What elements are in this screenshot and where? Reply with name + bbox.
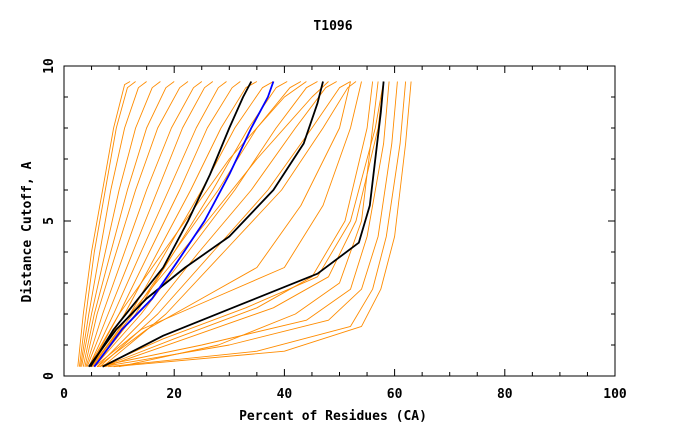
x-axis-title: Percent of Residues (CA) [239,409,427,424]
series-line-20 [96,81,351,368]
chart-title: T1096 [313,19,352,34]
series-line-13 [91,81,302,367]
highlight-line-0 [89,81,253,368]
series-line-12 [93,81,288,367]
x-tick-label: 80 [497,387,513,402]
series-line-3 [81,81,161,367]
y-axis-title: Distance Cutoff, A [20,161,35,302]
x-tick-label: 0 [60,387,68,402]
series-line-25 [102,81,398,368]
series-line-4 [82,81,175,367]
y-tick-label: 5 [42,217,57,225]
series-line-18 [88,81,307,367]
x-tick-label: 40 [277,387,293,402]
x-tick-label: 20 [166,387,182,402]
series-line-19 [91,81,329,367]
series-line-17 [102,81,357,368]
series-line-28 [119,81,379,368]
reference-line [93,81,275,368]
series-line-10 [91,81,258,367]
series-line-2 [80,81,147,367]
highlight-line-1 [88,81,324,368]
series-line-7 [86,81,214,367]
series-line-26 [108,81,407,368]
series-line-8 [88,81,227,367]
series-line-16 [99,81,351,368]
x-tick-label: 100 [603,387,627,402]
series-line-24 [97,81,390,368]
series-line-6 [85,81,203,367]
series-line-21 [94,81,362,368]
y-tick-label: 10 [42,58,57,74]
series-line-29 [99,81,385,368]
x-tick-label: 60 [387,387,403,402]
series-line-0 [77,81,131,367]
series-layer [77,81,412,368]
y-tick-label: 0 [42,372,57,380]
series-line-15 [96,81,337,368]
tick-layer: 0 20 40 60 80 100 0 5 10 [42,58,627,402]
series-line-5 [84,81,189,367]
series-line-27 [113,81,412,368]
highlight-line-2 [102,81,385,368]
series-line-1 [78,81,136,367]
series-line-14 [93,81,318,367]
